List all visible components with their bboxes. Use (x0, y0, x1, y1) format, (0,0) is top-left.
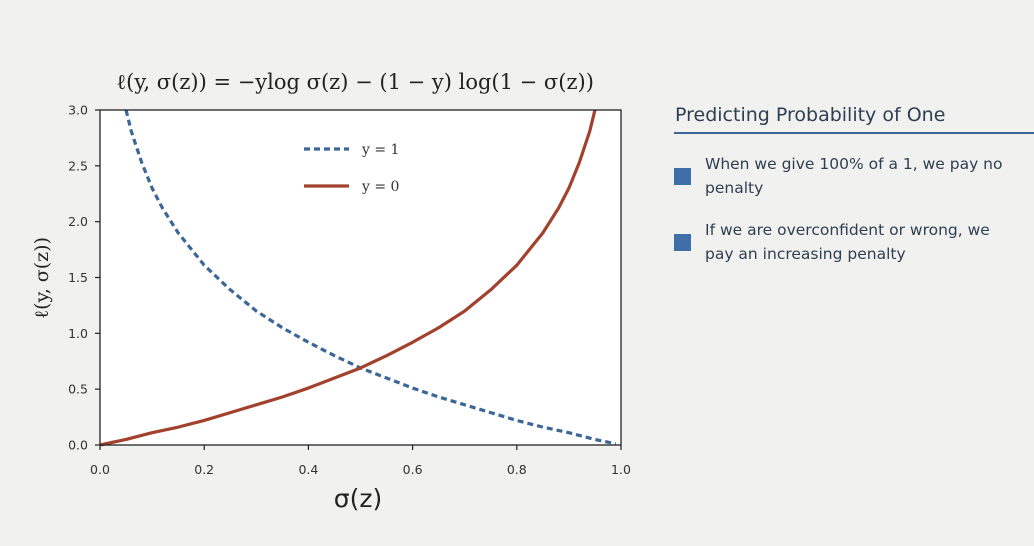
plot-area (100, 110, 621, 445)
series-lines (99, 109, 617, 447)
bullet-text: If we are overconfident or wrong, we pay… (705, 221, 990, 263)
y-tick-label: 2.5 (68, 158, 88, 173)
legend-label-y0: y = 0 (361, 179, 399, 195)
x-tick-label: 1.0 (611, 462, 631, 477)
series-line-y1 (124, 109, 617, 446)
series-line-y0 (99, 109, 597, 447)
bullet-item: When we give 100% of a 1, we pay no pena… (674, 152, 1005, 200)
y-tick-label: 0.0 (68, 438, 88, 453)
bullet-square-icon (674, 234, 691, 251)
legend-label-y1: y = 1 (361, 142, 399, 158)
bullet-text: When we give 100% of a 1, we pay no pena… (705, 155, 1003, 197)
loss-chart: 0.0 0.2 0.4 0.6 0.8 1.00.00.51.01.52.02.53.0 … (31, 103, 631, 514)
side-panel-divider (674, 132, 1034, 134)
chart-title: ℓ(y, σ(z)) = −ylog σ(z) − (1 − y) log(1 … (116, 70, 594, 94)
x-tick-label: 0.2 (194, 462, 214, 477)
bullet-item: If we are overconfident or wrong, we pay… (674, 218, 1005, 266)
bullet-square-icon (674, 168, 691, 185)
y-tick-label: 0.5 (68, 382, 88, 397)
x-tick-label: 0.4 (298, 462, 318, 477)
y-axis-label: ℓ(y, σ(z)) (31, 237, 53, 319)
x-tick-label: 0.0 (90, 462, 110, 477)
y-tick-label: 3.0 (68, 103, 88, 118)
side-panel-title: Predicting Probability of One (675, 104, 946, 126)
y-tick-label: 1.0 (68, 326, 88, 341)
x-axis-label: σ(z) (334, 484, 382, 513)
x-tick-label: 0.8 (507, 462, 527, 477)
legend: y = 1 y = 0 (304, 142, 399, 195)
y-tick-label: 1.5 (68, 270, 88, 285)
axis-ticks: 0.0 0.2 0.4 0.6 0.8 1.0 0.0 0.5 1.0 1.5 2.0 2.5 3.0 (68, 103, 631, 478)
y-tick-label: 2.0 (68, 214, 88, 229)
x-tick-label: 0.6 (403, 462, 423, 477)
side-panel: Predicting Probability of One When we gi… (674, 104, 1034, 266)
plot-frame (99, 109, 622, 446)
